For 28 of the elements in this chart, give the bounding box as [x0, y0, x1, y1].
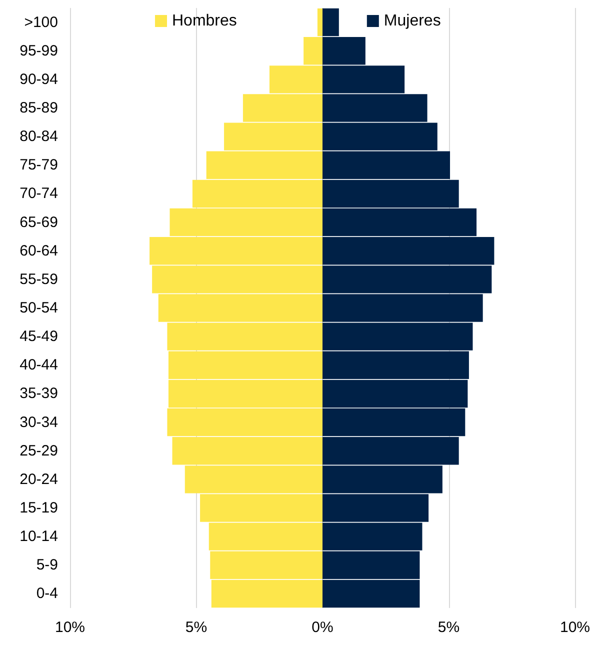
x-tick-label: 10% — [54, 619, 86, 636]
x-tick-label: 5% — [185, 619, 208, 636]
y-tick-label: 25-29 — [20, 442, 58, 460]
y-tick-label: 80-84 — [20, 128, 58, 146]
x-tick-label: 0% — [312, 619, 334, 636]
y-tick-label: 0-4 — [36, 585, 58, 602]
x-tick-label: 5% — [438, 619, 460, 636]
y-tick-label: 55-59 — [20, 270, 58, 288]
legend-label: Mujeres — [384, 12, 441, 30]
y-tick-label: 60-64 — [20, 242, 58, 260]
y-tick-label: 70-74 — [20, 185, 58, 202]
legend-label: Hombres — [172, 12, 237, 30]
y-tick-label: 90-94 — [20, 70, 58, 88]
y-tick-label: 20-24 — [20, 470, 58, 488]
y-tick-label: 30-34 — [20, 414, 58, 431]
y-tick-label: 40-44 — [20, 356, 58, 374]
y-tick-label: 45-49 — [20, 328, 58, 346]
y-tick-label: 15-19 — [20, 500, 58, 516]
y-tick-label: 35-39 — [20, 385, 58, 402]
y-tick-label: 75-79 — [20, 156, 58, 174]
y-tick-label: 65-69 — [20, 214, 58, 231]
y-tick-label: >100 — [24, 14, 58, 31]
y-tick-label: 5-9 — [36, 556, 58, 574]
y-tick-label: 10-14 — [20, 528, 58, 546]
x-tick-label: 10% — [560, 619, 590, 636]
y-tick-label: 50-54 — [20, 300, 58, 316]
y-tick-label: 95-99 — [20, 42, 58, 60]
y-tick-label: 85-89 — [20, 100, 58, 116]
